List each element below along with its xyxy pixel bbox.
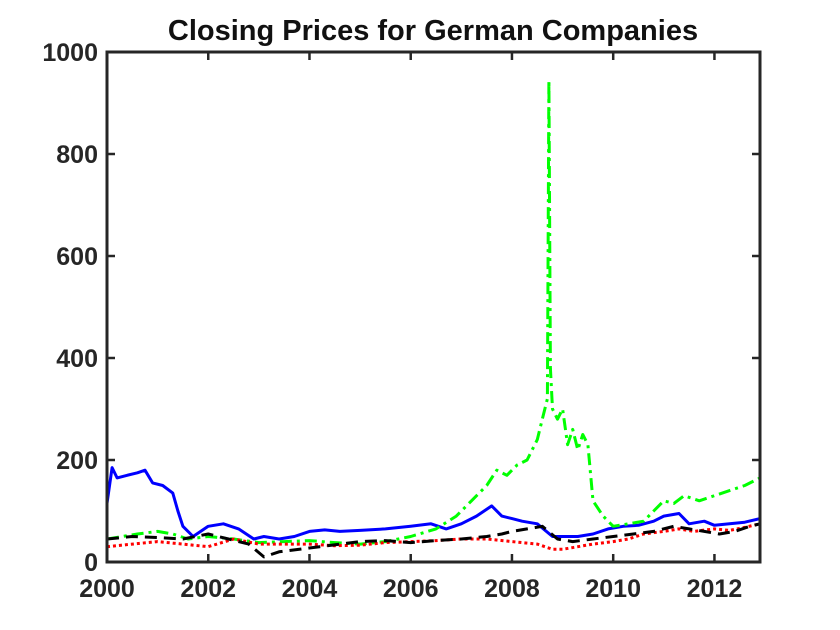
- series-layer: [107, 78, 760, 559]
- y-tick-labels: 0 200 400 600 800 1000: [42, 39, 98, 577]
- y-tick-label-4: 800: [56, 141, 98, 169]
- series-line-2: [107, 522, 760, 551]
- y-tick-label-1: 200: [56, 447, 98, 475]
- y-tick-label-0: 0: [84, 549, 98, 577]
- ticks-layer: [105, 50, 760, 564]
- x-tick-label-6: 2012: [687, 575, 743, 603]
- x-tick-label-3: 2006: [383, 575, 439, 603]
- plot-area: 2000 2002 2004 2006 2008 2010 2012 0 200 400 600 8…: [42, 39, 762, 603]
- y-tick-label-2: 400: [56, 345, 98, 373]
- x-tick-label-5: 2010: [585, 575, 641, 603]
- x-tick-label-4: 2008: [484, 575, 540, 603]
- y-tick-label-3: 600: [56, 243, 98, 271]
- chart-title: Closing Prices for German Companies: [168, 15, 698, 47]
- x-tick-labels: 2000 2002 2004 2006 2008 2010 2012: [79, 575, 742, 603]
- x-tick-label-2: 2004: [282, 575, 338, 603]
- axes-box: [105, 50, 762, 564]
- series-line-0: [107, 466, 760, 541]
- y-tick-label-5: 1000: [42, 39, 98, 67]
- x-tick-label-0: 2000: [79, 575, 135, 603]
- series-line-3: [107, 522, 760, 559]
- x-tick-label-1: 2002: [180, 575, 236, 603]
- series-line-1: [107, 78, 760, 546]
